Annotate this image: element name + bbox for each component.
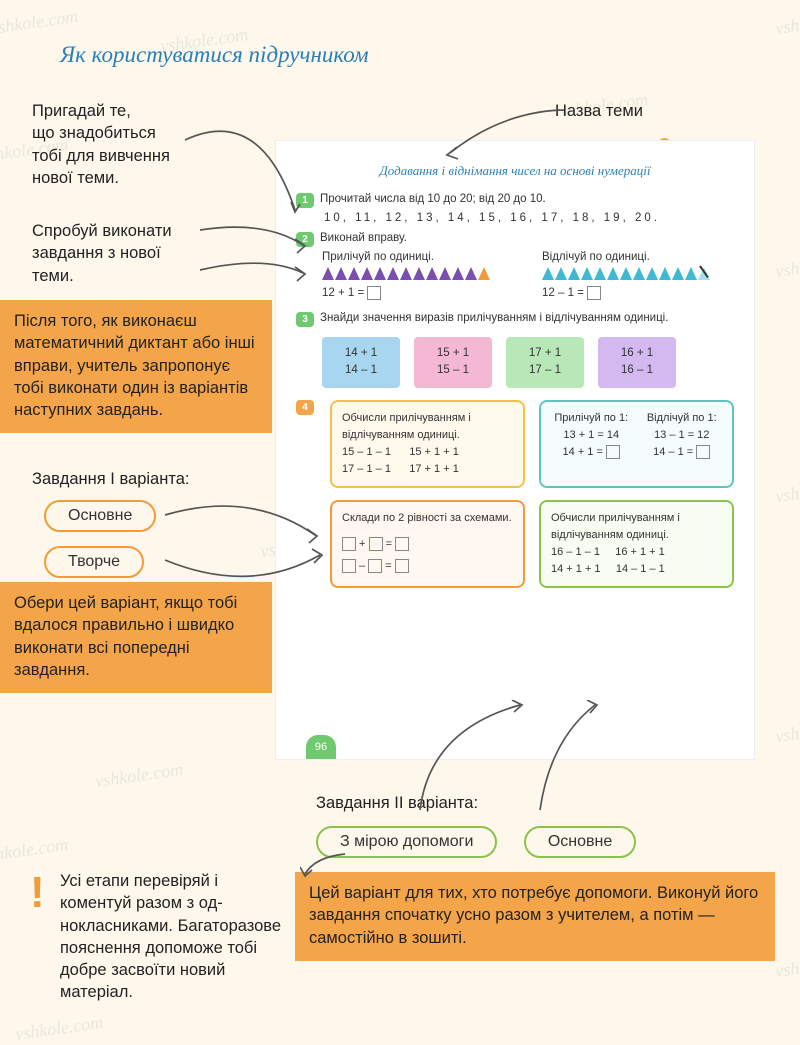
mini-page-number: 96 [306, 735, 336, 759]
panel-teal: Прилічуй по 1: 13 + 1 = 14 14 + 1 = Відл… [539, 400, 734, 488]
task-3: 3Знайди значення виразів прилічуванням і… [296, 312, 734, 327]
count-up-label: Прилічуй по одиниці. [322, 251, 514, 263]
pill-main2: Основне [524, 826, 636, 858]
variant1-label: Завдання I варіанта: [32, 468, 189, 490]
mini-textbook-page: Додавання і віднімання чисел на основі н… [275, 140, 755, 760]
callout-try: Спробуй виконати завдання з нової теми. [32, 220, 262, 287]
count-down-label: Відлічуй по одиниці. [542, 251, 734, 263]
exclaim-icon: ! [30, 868, 45, 918]
callout-topic-name: Назва теми [555, 100, 643, 122]
panel-yellow: Обчисли прилічуванням і відлічуванням од… [330, 400, 525, 488]
callout-choose: Обери цей варіант, якщо тобі вдалося пра… [0, 582, 272, 693]
page-title: Як користуватися підручником [60, 42, 369, 68]
panel-orange: Склади по 2 рівності за схемами. + = – = [330, 500, 525, 588]
callout-recall: Пригадай те, що знадобиться тобі для вив… [32, 100, 252, 189]
task-1: 1Прочитай числа від 10 до 20; від 20 до … [296, 193, 734, 208]
pill-creative: Творче [44, 546, 144, 578]
task-2: 2Виконай вправу. [296, 232, 734, 247]
mini-title: Додавання і віднімання чисел на основі н… [296, 163, 734, 179]
pill-help: З мірою допомоги [316, 826, 497, 858]
triangles-purple [322, 267, 514, 280]
callout-after: Після того, як виконаєш математичний дик… [0, 300, 272, 433]
variant2-label: Завдання II варіанта: [316, 792, 478, 814]
callout-stages: Усі етапи перевіряй і коментуй разом з о… [60, 870, 282, 1004]
panel-green: Обчисли прилічуванням і відлічуванням од… [539, 500, 734, 588]
chips-row: 14 + 114 – 1 15 + 115 – 1 17 + 117 – 1 1… [296, 337, 734, 388]
callout-variant2-text: Цей варіант для тих, хто потребує допо­м… [295, 872, 775, 961]
numbers-row: 10, 11, 12, 13, 14, 15, 16, 17, 18, 19, … [296, 212, 734, 224]
triangles-teal [542, 267, 734, 280]
pill-main: Основне [44, 500, 156, 532]
